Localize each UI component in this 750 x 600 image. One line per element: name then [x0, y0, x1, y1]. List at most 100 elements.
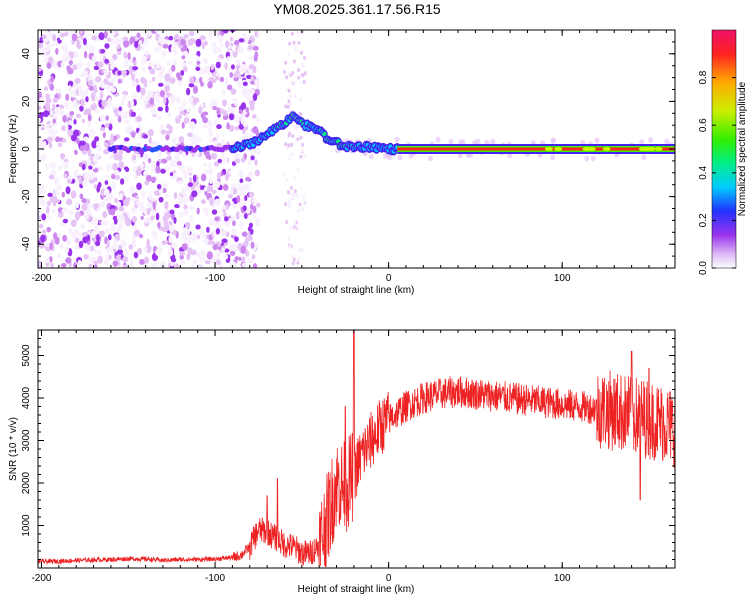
- spectrogram-noise-cell: [71, 33, 78, 42]
- spectrogram-noise-cell: [124, 119, 130, 124]
- spectrogram-noise-cell: [287, 88, 291, 93]
- spectrogram-noise-cell: [110, 223, 116, 232]
- spectrogram-noise-cell: [210, 152, 217, 160]
- spectrogram-noise-cell: [211, 79, 217, 84]
- spectrogram-noise-cell: [55, 87, 62, 94]
- spectrogram-noise-cell: [251, 254, 256, 260]
- spectrogram-noise-cell: [287, 143, 291, 148]
- spectrogram-noise-cell: [287, 72, 291, 77]
- spectrogram-noise-cell: [234, 125, 240, 131]
- spectrogram-ytick-label: 20: [21, 95, 32, 107]
- spectrogram-noise-cell: [145, 103, 152, 108]
- spectrogram-noise-cell: [208, 167, 214, 176]
- spectrogram-noise-cell: [212, 229, 217, 237]
- spectrogram-noise-cell: [98, 32, 105, 40]
- spectrogram-noise-cell: [102, 210, 108, 219]
- spectrogram-noise-cell: [223, 253, 229, 260]
- spectrogram-noise-cell: [233, 158, 241, 164]
- spectrogram-noise-cell: [195, 55, 199, 60]
- spectrogram-noise-cell: [428, 155, 434, 162]
- spectrogram-noise-cell: [295, 193, 299, 198]
- spectrogram-noise-cell: [183, 66, 188, 72]
- spectrogram-noise-cell: [301, 207, 305, 212]
- spectrogram-noise-cell: [89, 128, 96, 136]
- spectrogram-noise-cell: [182, 199, 187, 205]
- spectrogram-noise-cell: [122, 241, 127, 248]
- spectrogram-noise-cell: [228, 113, 235, 121]
- spectrogram-ytick-label: -40: [21, 237, 32, 252]
- spectrogram-noise-cell: [94, 96, 101, 101]
- spectrogram-noise-cell: [84, 142, 90, 152]
- spectrogram-noise-cell: [183, 44, 188, 51]
- spectrogram-noise-cell: [117, 115, 122, 123]
- spectrogram-noise-cell: [208, 218, 214, 226]
- spectrogram-noise-cell: [79, 145, 85, 152]
- spectrogram-noise-cell: [189, 76, 195, 84]
- spectrogram-noise-cell: [164, 73, 171, 82]
- spectrogram-noise-cell: [104, 228, 111, 234]
- spectrogram-noise-cell: [93, 217, 99, 225]
- snr-ytick-label: 1000: [21, 514, 32, 537]
- spectrogram-noise-cell: [241, 262, 247, 268]
- spectrogram-noise-cell: [55, 136, 61, 143]
- spectrogram-noise-cell: [191, 104, 195, 109]
- spectrogram-noise-cell: [284, 104, 288, 109]
- spectrogram-noise-cell: [75, 113, 82, 119]
- spectrogram-noise-cell: [87, 79, 94, 87]
- spectrogram-noise-cell: [117, 223, 123, 230]
- spectrogram-noise-cell: [232, 51, 238, 58]
- spectrogram-noise-cell: [74, 168, 78, 176]
- spectrogram-noise-cell: [48, 56, 54, 64]
- spectrogram-noise-cell: [123, 137, 130, 142]
- spectrogram-noise-cell: [143, 247, 148, 252]
- spectrogram-noise-cell: [249, 203, 254, 210]
- spectrogram-noise-cell: [65, 186, 71, 195]
- spectrogram-noise-cell: [158, 187, 164, 195]
- spectrogram-noise-cell: [244, 131, 249, 139]
- spectrogram-noise-cell: [212, 106, 218, 111]
- spectrogram-noise-cell: [161, 158, 168, 164]
- spectrogram-noise-cell: [154, 30, 162, 33]
- spectrogram-noise-cell: [110, 86, 117, 93]
- spectrogram-noise-cell: [68, 119, 73, 125]
- spectrogram-noise-cell: [296, 137, 300, 142]
- spectrogram-noise-cell: [72, 50, 79, 58]
- spectrogram-xtick-label: -200: [31, 273, 51, 284]
- spectrogram-noise-cell: [38, 152, 41, 161]
- spectrogram-noise-cell: [230, 64, 235, 70]
- colorbar-tick-label: 0.2: [698, 213, 709, 227]
- spectrogram-noise-cell: [240, 245, 247, 254]
- spectrogram-noise-cell: [185, 112, 189, 118]
- spectrogram-noise-cell: [243, 36, 249, 44]
- spectrogram-noise-cell: [104, 122, 110, 128]
- spectrogram-noise-cell: [408, 152, 414, 159]
- spectrogram-noise-cell: [39, 223, 44, 229]
- spectrogram-noise-cell: [54, 106, 61, 115]
- snr-series-line: [38, 330, 675, 568]
- spectrogram-noise-cell: [291, 254, 295, 259]
- spectrogram-noise-cell: [178, 114, 182, 120]
- spectrogram-noise-cell: [189, 121, 196, 130]
- spectrogram-noise-cell: [152, 201, 156, 210]
- spectrogram-noise-cell: [224, 62, 228, 70]
- spectrogram-noise-cell: [64, 101, 69, 109]
- spectrogram-noise-cell: [167, 248, 174, 257]
- spectrogram-noise-cell: [154, 190, 160, 196]
- spectrogram-noise-cell: [62, 161, 69, 170]
- spectrogram-noise-cell: [227, 194, 233, 199]
- spectrogram-noise-cell: [93, 264, 98, 268]
- spectrogram-noise-cell: [111, 181, 116, 190]
- spectrogram-noise-cell: [236, 64, 241, 70]
- spectrogram-noise-cell: [58, 243, 65, 250]
- spectrogram-noise-cell: [117, 78, 122, 84]
- spectrogram-noise-cell: [62, 234, 67, 242]
- spectrogram-noise-cell: [68, 227, 73, 234]
- spectrogram-noise-cell: [219, 43, 224, 48]
- spectrogram-noise-cell: [221, 89, 226, 96]
- snr-ylabel: SNR (10 * v/v): [8, 417, 19, 481]
- spectrogram-noise-cell: [180, 38, 187, 47]
- spectrogram-noise-cell: [53, 177, 59, 186]
- spectrogram-noise-cell: [62, 218, 69, 224]
- spectrogram-noise-cell: [165, 165, 170, 172]
